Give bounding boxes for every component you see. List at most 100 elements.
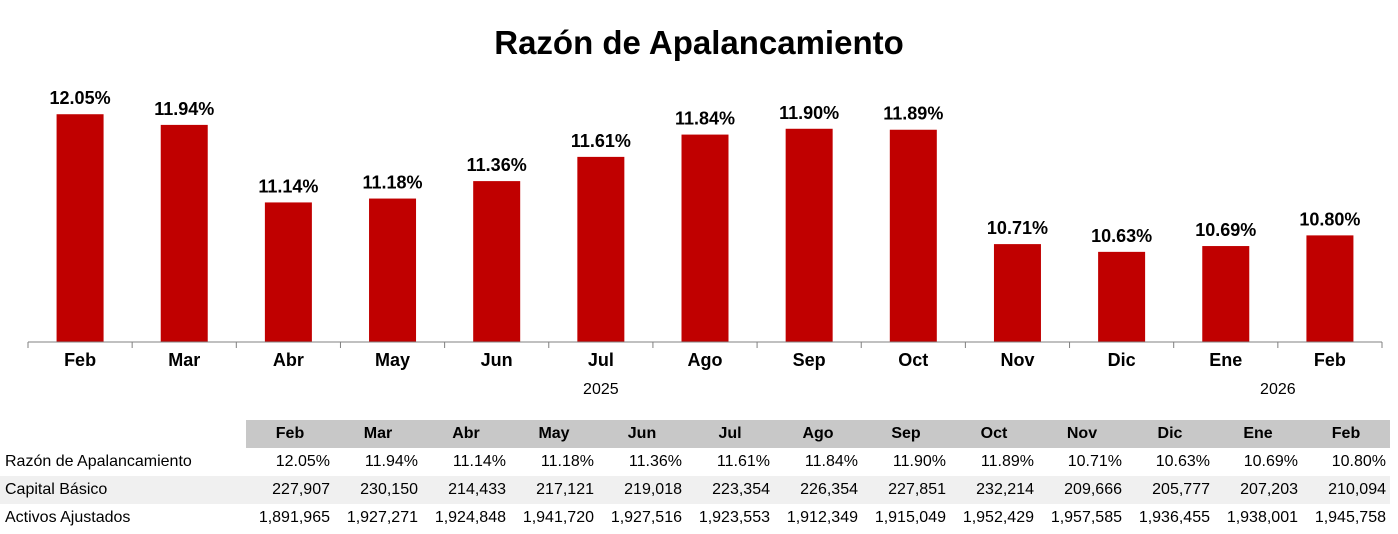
table-cell: 1,952,429 <box>962 509 1034 526</box>
table-header-cell: Ago <box>774 420 862 448</box>
table-cell: 1,912,349 <box>786 509 858 526</box>
table-cell: 205,777 <box>1126 476 1214 504</box>
table-cell: 12.05% <box>275 453 330 470</box>
chart-title: Razón de Apalancamiento <box>494 24 904 61</box>
table-cell: 11.18% <box>540 453 594 470</box>
table-cell: 227,907 <box>246 476 334 504</box>
table-cell: 10.71% <box>1067 453 1122 470</box>
x-tick-label: Sep <box>793 350 826 370</box>
table-cell: 230,150 <box>334 476 422 504</box>
table-cell: 1,941,720 <box>522 509 594 526</box>
table-cell: 1,915,049 <box>874 509 946 526</box>
table-cell: 214,433 <box>422 476 510 504</box>
table-cell: 1,924,848 <box>434 509 506 526</box>
data-label: 11.90% <box>779 103 839 123</box>
bar <box>1098 251 1146 342</box>
x-tick-label: Abr <box>273 350 304 370</box>
table-row: Capital Básico 227,907 230,150 214,433 217,1… <box>0 476 1390 504</box>
table-cell: 232,214 <box>950 476 1038 504</box>
data-label: 12.05% <box>50 88 111 108</box>
data-label: 10.69% <box>1195 220 1256 240</box>
bar <box>993 244 1041 342</box>
data-table: Feb Mar Abr May Jun Jul Ago Sep Oct Nov Dic Ene Feb … <box>0 420 1390 532</box>
bar <box>889 129 937 342</box>
table-cell: 1,891,965 <box>258 509 330 526</box>
table-header-row: Feb Mar Abr May Jun Jul Ago Sep Oct Nov Dic Ene Feb <box>0 420 1390 448</box>
table-row-label: Capital Básico <box>0 476 246 504</box>
table-cell: 11.90% <box>892 453 946 470</box>
table-header-cell: Sep <box>862 420 950 448</box>
bar <box>1306 235 1354 342</box>
data-label: 11.84% <box>675 109 735 129</box>
table-cell: 1,945,758 <box>1314 509 1386 526</box>
table-cell: 209,666 <box>1038 476 1126 504</box>
x-tick-label: Nov <box>1000 350 1034 370</box>
table-header-cell: Dic <box>1126 420 1214 448</box>
table-header-cell: Oct <box>950 420 1038 448</box>
x-tick-label: Oct <box>898 350 928 370</box>
table-cell: 1,936,455 <box>1138 509 1210 526</box>
data-label: 11.14% <box>258 176 318 196</box>
table-cell: 10.63% <box>1155 453 1210 470</box>
table-header-cell: Jun <box>598 420 686 448</box>
table-header-cell: Feb <box>246 420 334 448</box>
table-cell: 11.36% <box>628 453 682 470</box>
data-label: 11.89% <box>883 104 943 124</box>
table-header-cell: Feb <box>1302 420 1390 448</box>
x-tick-label: Dic <box>1108 350 1136 370</box>
x-tick-label: Ago <box>688 350 723 370</box>
bar <box>369 198 417 342</box>
table-cell: 227,851 <box>862 476 950 504</box>
table-cell: 11.94% <box>364 453 418 470</box>
bar <box>264 202 312 342</box>
bar <box>681 134 729 342</box>
table-cell: 1,957,585 <box>1050 509 1122 526</box>
table-row-label: Razón de Apalancamiento <box>5 453 192 470</box>
table-row: Razón de Apalancamiento 12.05% 11.94% 11.14… <box>0 448 1390 476</box>
table-header-cell: Nov <box>1038 420 1126 448</box>
year-group-label: 2026 <box>1260 381 1296 398</box>
table-header-cell: Ene <box>1214 420 1302 448</box>
data-label: 11.94% <box>154 99 214 119</box>
table-cell: 1,923,553 <box>698 509 770 526</box>
table-cell: 226,354 <box>774 476 862 504</box>
bar <box>56 114 104 342</box>
table-cell: 1,938,001 <box>1226 509 1298 526</box>
data-label: 11.36% <box>467 155 527 175</box>
table-header-cell: Abr <box>422 420 510 448</box>
table-cell: 210,094 <box>1302 476 1390 504</box>
bar-chart: 12.05% Feb 11.94% Mar 11.14% Abr 11.18% May 11.3… <box>27 88 1383 398</box>
table-row-label: Activos Ajustados <box>5 509 131 526</box>
x-tick-label: Jul <box>588 350 614 370</box>
table-cell: 219,018 <box>598 476 686 504</box>
x-tick-label: Ene <box>1209 350 1242 370</box>
x-tick-label: Feb <box>64 350 96 370</box>
table-header-cell: Jul <box>686 420 774 448</box>
table-corner-cell <box>0 420 246 448</box>
table-cell: 10.69% <box>1243 453 1298 470</box>
table-cell: 223,354 <box>686 476 774 504</box>
x-tick-label: Mar <box>168 350 200 370</box>
bar <box>785 128 833 342</box>
table-cell: 1,927,516 <box>610 509 682 526</box>
table-row: Activos Ajustados 1,891,965 1,927,271 1,924… <box>0 504 1390 532</box>
data-label: 10.63% <box>1091 226 1152 246</box>
table-cell: 1,927,271 <box>346 509 418 526</box>
table-cell: 207,203 <box>1214 476 1302 504</box>
year-group-label: 2025 <box>583 381 619 398</box>
table-header-cell: Mar <box>334 420 422 448</box>
x-tick-label: Jun <box>481 350 513 370</box>
bar <box>577 156 625 342</box>
x-tick-label: Feb <box>1314 350 1346 370</box>
table-cell: 11.84% <box>804 453 858 470</box>
bar <box>473 181 521 342</box>
data-label: 10.71% <box>987 218 1048 238</box>
bar <box>1202 246 1250 342</box>
data-label: 11.61% <box>571 131 631 151</box>
table-cell: 10.80% <box>1331 453 1386 470</box>
table-cell: 217,121 <box>510 476 598 504</box>
bar <box>160 124 208 343</box>
table-cell: 11.89% <box>980 453 1034 470</box>
table-cell: 11.14% <box>452 453 506 470</box>
data-label: 10.80% <box>1299 209 1360 229</box>
